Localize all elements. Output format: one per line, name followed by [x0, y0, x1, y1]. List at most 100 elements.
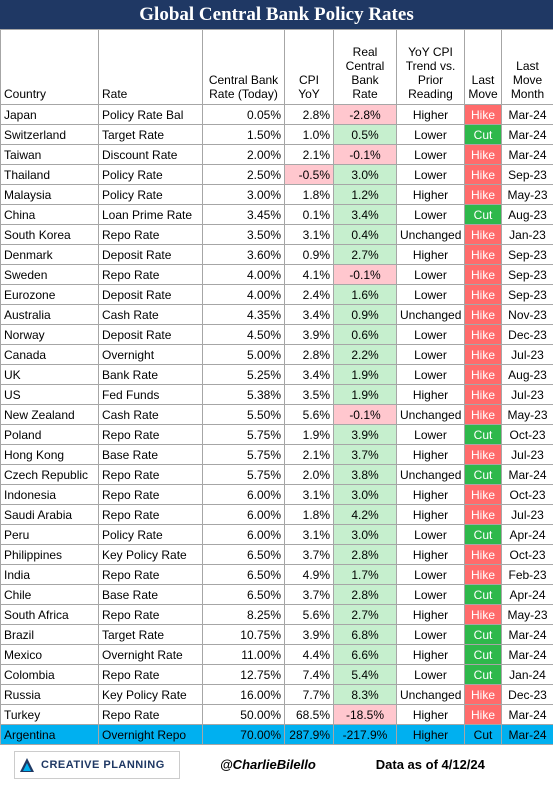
cell: 0.9%: [333, 304, 397, 325]
cell: 2.50%: [202, 164, 285, 185]
cell: 2.1%: [284, 144, 334, 165]
cell: 5.4%: [333, 664, 397, 685]
cell: Lower: [396, 284, 465, 305]
cell: Repo Rate: [98, 224, 203, 245]
cell: Apr-24: [501, 584, 553, 605]
cell: Malaysia: [0, 184, 99, 205]
cell: Fed Funds: [98, 384, 203, 405]
header-row: Country Rate Central Bank Rate (Today) CPI …: [0, 29, 553, 105]
cell: Policy Rate: [98, 524, 203, 545]
cell: Base Rate: [98, 444, 203, 465]
cell: Lower: [396, 364, 465, 385]
cell: Hike: [464, 504, 502, 525]
cell: Repo Rate: [98, 704, 203, 725]
cell: 3.60%: [202, 244, 285, 265]
table-row: Colombia Repo Rate 12.75% 7.4% 5.4% Lower Cut J…: [0, 664, 553, 685]
table-row: Philippines Key Policy Rate 6.50% 3.7% 2.8% H…: [0, 544, 553, 565]
cell: 5.6%: [284, 604, 334, 625]
cell: UK: [0, 364, 99, 385]
table-row: Mexico Overnight Rate 11.00% 4.4% 6.6% Higher…: [0, 644, 553, 665]
cell: Thailand: [0, 164, 99, 185]
cell: 2.2%: [333, 344, 397, 365]
cell: Cash Rate: [98, 304, 203, 325]
cell: 0.4%: [333, 224, 397, 245]
cell: Sep-23: [501, 264, 553, 285]
cell: Hike: [464, 604, 502, 625]
cell: Unchanged: [396, 224, 465, 245]
table-row: Hong Kong Base Rate 5.75% 2.1% 3.7% Higher Hik…: [0, 444, 553, 465]
cell: Repo Rate: [98, 604, 203, 625]
cell: Hike: [464, 104, 502, 125]
cell: Saudi Arabia: [0, 504, 99, 525]
cell: 68.5%: [284, 704, 334, 725]
cell: 3.0%: [333, 484, 397, 505]
cell: Czech Republic: [0, 464, 99, 485]
cell: Hike: [464, 264, 502, 285]
column-header: YoY CPI Trend vs. Prior Reading: [396, 29, 465, 105]
cell: Overnight Repo: [98, 724, 203, 745]
cell: Hike: [464, 344, 502, 365]
cell: 6.00%: [202, 484, 285, 505]
cell: 2.00%: [202, 144, 285, 165]
cell: -0.1%: [333, 404, 397, 425]
cell: Sep-23: [501, 244, 553, 265]
table-row: US Fed Funds 5.38% 3.5% 1.9% Higher Hike Jul-23: [0, 384, 553, 405]
cell: 6.00%: [202, 504, 285, 525]
cell: Mar-24: [501, 124, 553, 145]
cell: 2.0%: [284, 464, 334, 485]
cell: South Africa: [0, 604, 99, 625]
column-header: Rate: [98, 29, 203, 105]
cell: New Zealand: [0, 404, 99, 425]
cell: 0.5%: [333, 124, 397, 145]
cell: Oct-23: [501, 484, 553, 505]
cell: China: [0, 204, 99, 225]
cell: 3.1%: [284, 484, 334, 505]
cell: Oct-23: [501, 544, 553, 565]
cell: Mexico: [0, 644, 99, 665]
cell: Poland: [0, 424, 99, 445]
cell: 2.4%: [284, 284, 334, 305]
cell: -18.5%: [333, 704, 397, 725]
cell: Lower: [396, 344, 465, 365]
table-row: Russia Key Policy Rate 16.00% 7.7% 8.3% Uncha…: [0, 684, 553, 705]
cell: 2.8%: [284, 344, 334, 365]
cell: 3.7%: [284, 544, 334, 565]
cell: Cut: [464, 664, 502, 685]
cell: Hike: [464, 404, 502, 425]
cell: 1.8%: [284, 504, 334, 525]
cell: Hike: [464, 544, 502, 565]
cell: 2.7%: [333, 604, 397, 625]
column-header: Last Move: [464, 29, 502, 105]
cell: 4.9%: [284, 564, 334, 585]
cell: 2.8%: [333, 544, 397, 565]
column-header: Last Move Month: [501, 29, 553, 105]
cell: Aug-23: [501, 364, 553, 385]
cell: Taiwan: [0, 144, 99, 165]
cell: Aug-23: [501, 204, 553, 225]
column-header: Country: [0, 29, 99, 105]
cell: 4.2%: [333, 504, 397, 525]
cell: 0.9%: [284, 244, 334, 265]
cell: 4.00%: [202, 284, 285, 305]
cell: Cut: [464, 124, 502, 145]
cell: Mar-24: [501, 464, 553, 485]
cell: 0.6%: [333, 324, 397, 345]
cell: 3.0%: [333, 524, 397, 545]
cell: 0.1%: [284, 204, 334, 225]
cell: Lower: [396, 664, 465, 685]
cell: Hike: [464, 284, 502, 305]
table-row: UK Bank Rate 5.25% 3.4% 1.9% Lower Hike Aug-23: [0, 364, 553, 385]
cell: Repo Rate: [98, 564, 203, 585]
cell: Higher: [396, 724, 465, 745]
cell: 3.8%: [333, 464, 397, 485]
cell: Repo Rate: [98, 424, 203, 445]
cell: Philippines: [0, 544, 99, 565]
cell: 2.1%: [284, 444, 334, 465]
cell: 3.5%: [284, 384, 334, 405]
cell: Lower: [396, 584, 465, 605]
cell: 1.6%: [333, 284, 397, 305]
cell: Deposit Rate: [98, 284, 203, 305]
cell: Denmark: [0, 244, 99, 265]
cell: Lower: [396, 324, 465, 345]
cell: South Korea: [0, 224, 99, 245]
